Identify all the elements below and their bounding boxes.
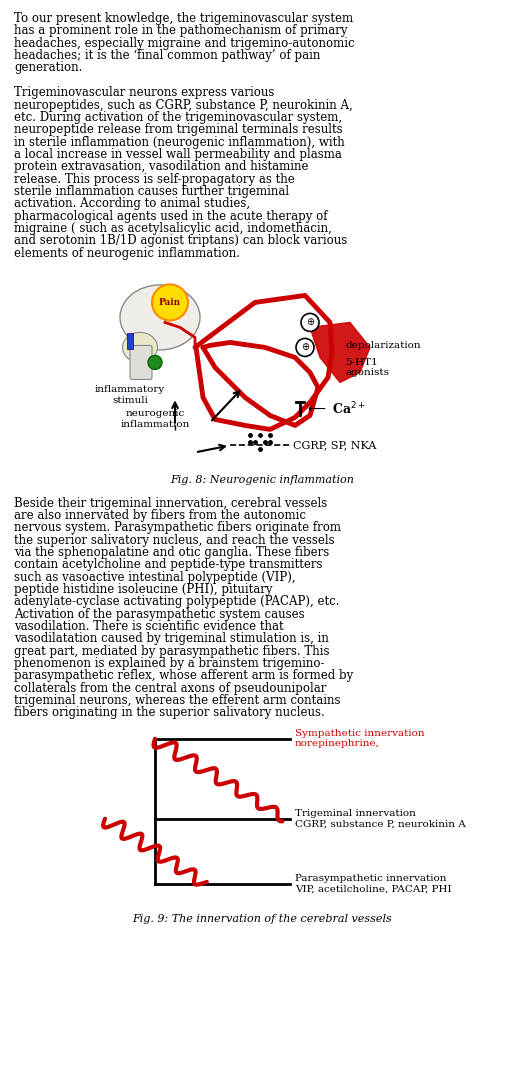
Text: Beside their trigeminal innervation, cerebral vessels: Beside their trigeminal innervation, cer… xyxy=(14,497,328,510)
Text: inflammatory
stimuli: inflammatory stimuli xyxy=(95,386,165,405)
Text: etc. During activation of the trigeminovascular system,: etc. During activation of the trigeminov… xyxy=(14,111,342,124)
Text: adenylate-cyclase activating polypeptide (PACAP), etc.: adenylate-cyclase activating polypeptide… xyxy=(14,595,340,608)
Text: are also innervated by fibers from the autonomic: are also innervated by fibers from the a… xyxy=(14,509,306,522)
Text: peptide histidine isoleucine (PHI), pituitary: peptide histidine isoleucine (PHI), pitu… xyxy=(14,583,272,596)
Text: ⊕: ⊕ xyxy=(306,318,314,327)
Text: generation.: generation. xyxy=(14,62,82,75)
Polygon shape xyxy=(310,323,370,382)
Circle shape xyxy=(301,313,319,332)
Text: headaches, especially migraine and trigemino-autonomic: headaches, especially migraine and trige… xyxy=(14,37,355,50)
Text: protein extravasation, vasodilation and histamine: protein extravasation, vasodilation and … xyxy=(14,160,309,173)
Text: Parasympathetic innervation
VIP, acetilcholine, PACAP, PHI: Parasympathetic innervation VIP, acetilc… xyxy=(295,874,452,893)
Text: vasodilation. There is scientific evidence that: vasodilation. There is scientific eviden… xyxy=(14,620,283,633)
Text: Fig. 8: Neurogenic inflammation: Fig. 8: Neurogenic inflammation xyxy=(170,475,354,485)
Text: parasympathetic reflex, whose afferent arm is formed by: parasympathetic reflex, whose afferent a… xyxy=(14,670,353,683)
Text: contain acetylcholine and peptide-type transmitters: contain acetylcholine and peptide-type t… xyxy=(14,558,322,571)
Text: release. This process is self-propagatory as the: release. This process is self-propagator… xyxy=(14,173,294,186)
Text: sterile inflammation causes further trigeminal: sterile inflammation causes further trig… xyxy=(14,185,289,198)
Text: trigeminal neurons, whereas the efferent arm contains: trigeminal neurons, whereas the efferent… xyxy=(14,693,341,707)
Text: ⊕: ⊕ xyxy=(301,342,309,352)
Text: CGRP, SP, NKA: CGRP, SP, NKA xyxy=(293,441,376,450)
Text: depolarization: depolarization xyxy=(345,341,421,350)
Circle shape xyxy=(296,338,314,356)
Text: neuropeptides, such as CGRP, substance P, neurokinin A,: neuropeptides, such as CGRP, substance P… xyxy=(14,98,353,111)
Text: neurogenic
inflammation: neurogenic inflammation xyxy=(121,409,190,429)
Text: via the sphenopalatine and otic ganglia. These fibers: via the sphenopalatine and otic ganglia.… xyxy=(14,546,329,559)
Text: such as vasoactive intestinal polypeptide (VIP),: such as vasoactive intestinal polypeptid… xyxy=(14,570,296,583)
Text: activation. According to animal studies,: activation. According to animal studies, xyxy=(14,198,250,211)
Text: a local increase in vessel wall permeability and plasma: a local increase in vessel wall permeabi… xyxy=(14,148,342,161)
Text: $\longleftarrow$ Ca$^{2+}$: $\longleftarrow$ Ca$^{2+}$ xyxy=(305,401,366,418)
Text: headaches; it is the ‘final common pathway’ of pain: headaches; it is the ‘final common pathw… xyxy=(14,49,320,62)
Text: Pain: Pain xyxy=(159,298,181,307)
Text: in sterile inflammation (neurogenic inflammation), with: in sterile inflammation (neurogenic infl… xyxy=(14,136,345,149)
Text: pharmacological agents used in the acute therapy of: pharmacological agents used in the acute… xyxy=(14,210,328,222)
Text: nervous system. Parasympathetic fibers originate from: nervous system. Parasympathetic fibers o… xyxy=(14,522,341,535)
Text: elements of neurogenic inflammation.: elements of neurogenic inflammation. xyxy=(14,246,240,259)
Text: Sympathetic innervation
norepinephrine,: Sympathetic innervation norepinephrine, xyxy=(295,729,424,748)
Text: phenomenon is explained by a brainstem trigemino-: phenomenon is explained by a brainstem t… xyxy=(14,657,324,670)
Text: Trigeminovascular neurons express various: Trigeminovascular neurons express variou… xyxy=(14,86,275,99)
FancyBboxPatch shape xyxy=(127,334,133,350)
Text: great part, mediated by parasympathetic fibers. This: great part, mediated by parasympathetic … xyxy=(14,645,330,658)
Text: 5-HT1
agonists: 5-HT1 agonists xyxy=(345,357,389,377)
Text: the superior salivatory nucleus, and reach the vessels: the superior salivatory nucleus, and rea… xyxy=(14,534,335,546)
Text: has a prominent role in the pathomechanism of primary: has a prominent role in the pathomechani… xyxy=(14,25,347,38)
Text: neuropeptide release from trigeminal terminals results: neuropeptide release from trigeminal ter… xyxy=(14,123,343,136)
FancyBboxPatch shape xyxy=(130,346,152,379)
Text: collaterals from the central axons of pseudounipolar: collaterals from the central axons of ps… xyxy=(14,681,326,694)
Text: migraine ( such as acetylsalicylic acid, indomethacin,: migraine ( such as acetylsalicylic acid,… xyxy=(14,222,332,235)
Ellipse shape xyxy=(120,285,200,350)
Text: Trigeminal innervation
CGRP, substance P, neurokinin A: Trigeminal innervation CGRP, substance P… xyxy=(295,809,466,828)
Text: vasodilatation caused by trigeminal stimulation is, in: vasodilatation caused by trigeminal stim… xyxy=(14,632,329,645)
Text: and serotonin 1B/1D agonist triptans) can block various: and serotonin 1B/1D agonist triptans) ca… xyxy=(14,234,347,247)
Text: To our present knowledge, the trigeminovascular system: To our present knowledge, the trigeminov… xyxy=(14,12,353,25)
Text: Fig. 9: The innervation of the cerebral vessels: Fig. 9: The innervation of the cerebral … xyxy=(132,914,392,923)
Circle shape xyxy=(152,284,188,321)
Ellipse shape xyxy=(123,333,158,363)
Text: fibers originating in the superior salivatory nucleus.: fibers originating in the superior saliv… xyxy=(14,706,325,719)
Circle shape xyxy=(148,355,162,369)
Text: Activation of the parasympathetic system causes: Activation of the parasympathetic system… xyxy=(14,608,304,621)
